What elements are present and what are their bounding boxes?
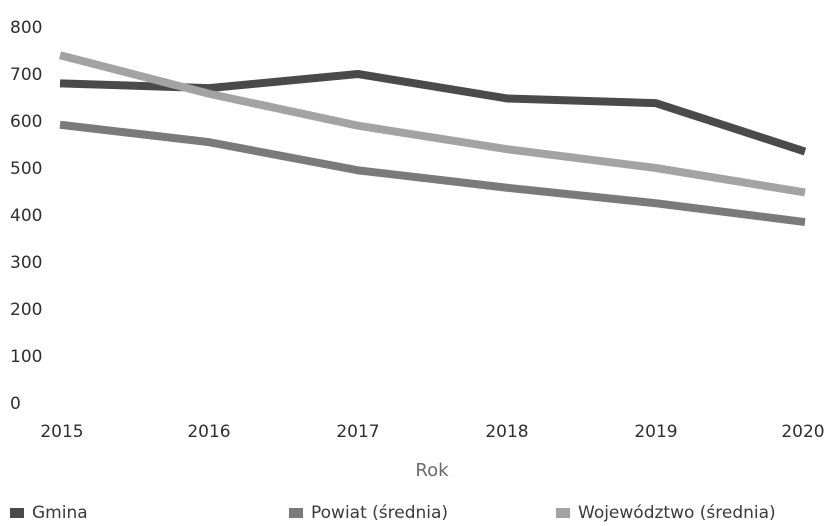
legend-swatch bbox=[10, 508, 24, 518]
series-lines bbox=[58, 51, 807, 227]
legend-swatch bbox=[556, 508, 570, 518]
x-axis-ticks: 2015 2016 2017 2018 2019 2020 bbox=[40, 422, 824, 442]
x-axis-title: Rok bbox=[415, 460, 449, 481]
y-tick-label: 300 bbox=[10, 253, 42, 273]
legend-swatch bbox=[289, 508, 303, 518]
legend: Gmina Powiat (średnia) Województwo (średni… bbox=[10, 503, 776, 523]
y-tick-label: 100 bbox=[10, 347, 42, 367]
legend-item: Województwo (średnia) bbox=[556, 503, 776, 523]
x-tick-label: 2019 bbox=[634, 422, 677, 442]
x-tick-label: 2015 bbox=[40, 422, 83, 442]
legend-item: Powiat (średnia) bbox=[289, 503, 448, 523]
legend-label: Powiat (średnia) bbox=[311, 503, 448, 523]
x-tick-label: 2017 bbox=[336, 422, 379, 442]
x-tick-label: 2020 bbox=[781, 422, 824, 442]
x-tick-label: 2018 bbox=[485, 422, 528, 442]
y-tick-label: 0 bbox=[10, 394, 21, 414]
legend-label: Województwo (średnia) bbox=[578, 503, 776, 523]
series-line-3 bbox=[58, 51, 806, 197]
y-tick-label: 200 bbox=[10, 300, 42, 320]
legend-item: Gmina bbox=[10, 503, 88, 523]
y-axis-ticks: 0 100 200 300 400 500 600 700 800 bbox=[10, 18, 42, 414]
y-tick-label: 700 bbox=[10, 65, 42, 85]
y-tick-label: 800 bbox=[10, 18, 42, 38]
x-tick-label: 2016 bbox=[187, 422, 230, 442]
y-tick-label: 400 bbox=[10, 206, 42, 226]
series-line-2 bbox=[59, 120, 806, 227]
y-tick-label: 500 bbox=[10, 159, 42, 179]
y-tick-label: 600 bbox=[10, 112, 42, 132]
legend-label: Gmina bbox=[32, 503, 88, 523]
